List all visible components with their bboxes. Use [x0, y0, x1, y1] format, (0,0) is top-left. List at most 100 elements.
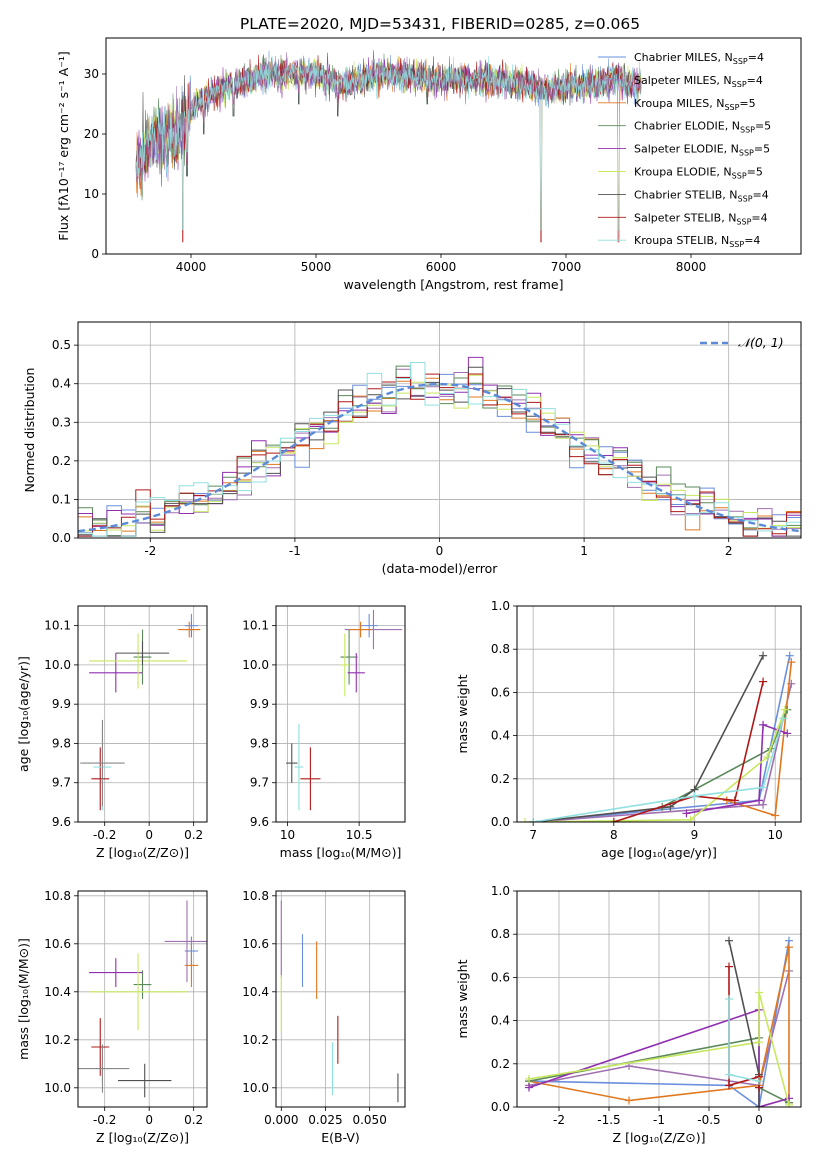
x-tick-label: -0.5	[697, 1113, 720, 1127]
spectrum-line-1	[135, 52, 642, 188]
y-tick-label: 0.0	[52, 531, 71, 545]
y-tick-label: 9.9	[250, 697, 269, 711]
axes-frame	[516, 890, 802, 1108]
panel-mass_vs_Z: -0.2 0 0.2 10.0 10.2 10.4 10.6 10.8 Z [log₁₀(Z/Z…	[16, 889, 208, 1145]
legend-suffix: =5	[754, 143, 770, 156]
y-tick-label: 0.6	[491, 970, 510, 984]
y-tick-label: 10.1	[44, 619, 71, 633]
weight-line-6	[533, 655, 764, 822]
axes-frame	[275, 605, 406, 823]
x-axis-label: Z [log₁₀(Z/Z⊙)]	[96, 845, 189, 860]
plot-area	[517, 891, 801, 1107]
y-tick-label: 0.5	[52, 338, 71, 352]
x-tick-label: 9	[691, 828, 699, 842]
x-tick-label: 0	[145, 828, 153, 842]
y-tick-label: 0.4	[491, 1014, 510, 1028]
legend-suffix: =4	[747, 74, 763, 87]
x-tick-label: 0	[145, 1113, 153, 1127]
x-axis-label: age [log₁₀(age/yr)]	[601, 845, 717, 860]
x-tick-label: -0.2	[93, 828, 116, 842]
y-tick-label: 0.6	[491, 685, 510, 699]
x-axis-label: wavelength [Angstrom, rest frame]	[343, 277, 563, 292]
y-tick-label: 10.0	[44, 1081, 71, 1095]
y-tick-label: 0.8	[491, 927, 510, 941]
plot-area	[517, 606, 801, 822]
y-tick-label: 10.8	[44, 889, 71, 903]
legend-label: Chabrier ELODIE, NSSP=5	[634, 120, 771, 135]
legend-label: Kroupa ELODIE, NSSP=5	[634, 166, 763, 181]
axes-frame	[77, 890, 208, 1108]
legend-suffix: =4	[744, 234, 760, 247]
y-tick-label: 30	[84, 67, 99, 81]
plot-area	[276, 891, 405, 1107]
x-tick-label: 0	[755, 1113, 763, 1127]
x-axis-label: mass [log₁₀(M/M⊙)]	[280, 845, 402, 860]
weight-line-5	[528, 992, 790, 1106]
y-tick-label: 0.3	[52, 415, 71, 429]
y-tick-label: 10.0	[44, 658, 71, 672]
x-tick-label: 0	[436, 544, 444, 558]
y-tick-label: 9.7	[52, 776, 71, 790]
legend-subscript: SSP	[738, 194, 753, 203]
y-tick-label: 0.4	[52, 377, 71, 391]
histogram-series-7	[78, 373, 801, 538]
y-tick-label: 10.0	[242, 1081, 269, 1095]
plot-area	[78, 322, 801, 538]
y-tick-label: 10.4	[242, 985, 269, 999]
x-tick-label: -2	[144, 544, 156, 558]
x-tick-label: 10	[768, 828, 783, 842]
legend-subscript: SSP	[724, 103, 739, 112]
y-tick-label: 9.6	[250, 815, 269, 829]
axes-frame	[275, 890, 406, 1108]
y-tick-label: 10.1	[242, 619, 269, 633]
legend-suffix: =4	[748, 51, 764, 64]
legend-label: Salpeter STELIB, NSSP=4	[634, 211, 768, 226]
legend-subscript: SSP	[729, 240, 744, 249]
x-axis-label: (data-model)/error	[382, 561, 499, 576]
legend-suffix: =4	[751, 211, 767, 224]
y-axis-label: age [log₁₀(age/yr)]	[16, 656, 31, 772]
legend-label: Kroupa MILES, NSSP=5	[634, 97, 756, 112]
legend-subscript: SSP	[736, 217, 751, 226]
x-tick-label: 0.2	[184, 828, 203, 842]
axes-frame	[77, 605, 208, 823]
weight-line-4	[528, 1008, 790, 1107]
legend-suffix: =4	[753, 188, 769, 201]
normal-reference-curve	[78, 382, 801, 533]
legend-subscript: SSP	[739, 149, 754, 158]
y-tick-label: 9.8	[52, 736, 71, 750]
axes-frame	[105, 37, 802, 255]
y-tick-label: 10.2	[44, 1033, 71, 1047]
x-tick-label: 10.5	[346, 828, 373, 842]
y-tick-label: 0.0	[491, 815, 510, 829]
x-tick-label: -1	[289, 544, 301, 558]
x-tick-label: -1.5	[597, 1113, 620, 1127]
y-tick-label: 0.2	[491, 772, 510, 786]
x-tick-label: 8	[610, 828, 618, 842]
panel-spectrum: 4000 5000 6000 7000 8000 0 10 20 30 wavelength [A…	[56, 37, 802, 292]
weight-line-1	[528, 970, 790, 1087]
weight-line-7	[728, 966, 760, 1088]
legend-label: Chabrier STELIB, NSSP=4	[634, 188, 769, 203]
weight-line-0	[528, 940, 790, 1107]
legend-suffix: =5	[755, 120, 771, 133]
y-tick-label: 10.8	[242, 889, 269, 903]
x-tick-label: 4000	[176, 260, 207, 274]
legend-label: 𝒩(0, 1)	[738, 335, 784, 350]
weight-line-8	[532, 718, 785, 822]
panel-age_vs_Z: -0.2 0 0.2 9.6 9.7 9.8 9.9 10.0 10.1 Z [log₁₀(Z/Z…	[16, 605, 208, 860]
y-tick-label: 10.2	[242, 1033, 269, 1047]
panel-residuals: -2 -1 0 1 2 0.0 0.1 0.2 0.3 0.4 0.5 (data-model)/er…	[22, 321, 802, 576]
y-axis-label: mass [log₁₀(M/M⊙)]	[16, 938, 31, 1060]
y-tick-label: 0.4	[491, 729, 510, 743]
x-tick-label: 7000	[551, 260, 582, 274]
axes-frame	[77, 321, 802, 539]
y-axis-label: Flux [fλ10⁻¹⁷ erg cm⁻² s⁻¹ A⁻¹]	[56, 51, 71, 240]
x-tick-label: 0.050	[352, 1113, 386, 1127]
y-tick-label: 9.8	[250, 736, 269, 750]
y-tick-label: 0.0	[491, 1100, 510, 1114]
y-axis-label: Normed distribution	[22, 368, 37, 493]
y-tick-label: 20	[84, 127, 99, 141]
y-tick-label: 9.6	[52, 815, 71, 829]
y-tick-label: 10	[84, 187, 99, 201]
